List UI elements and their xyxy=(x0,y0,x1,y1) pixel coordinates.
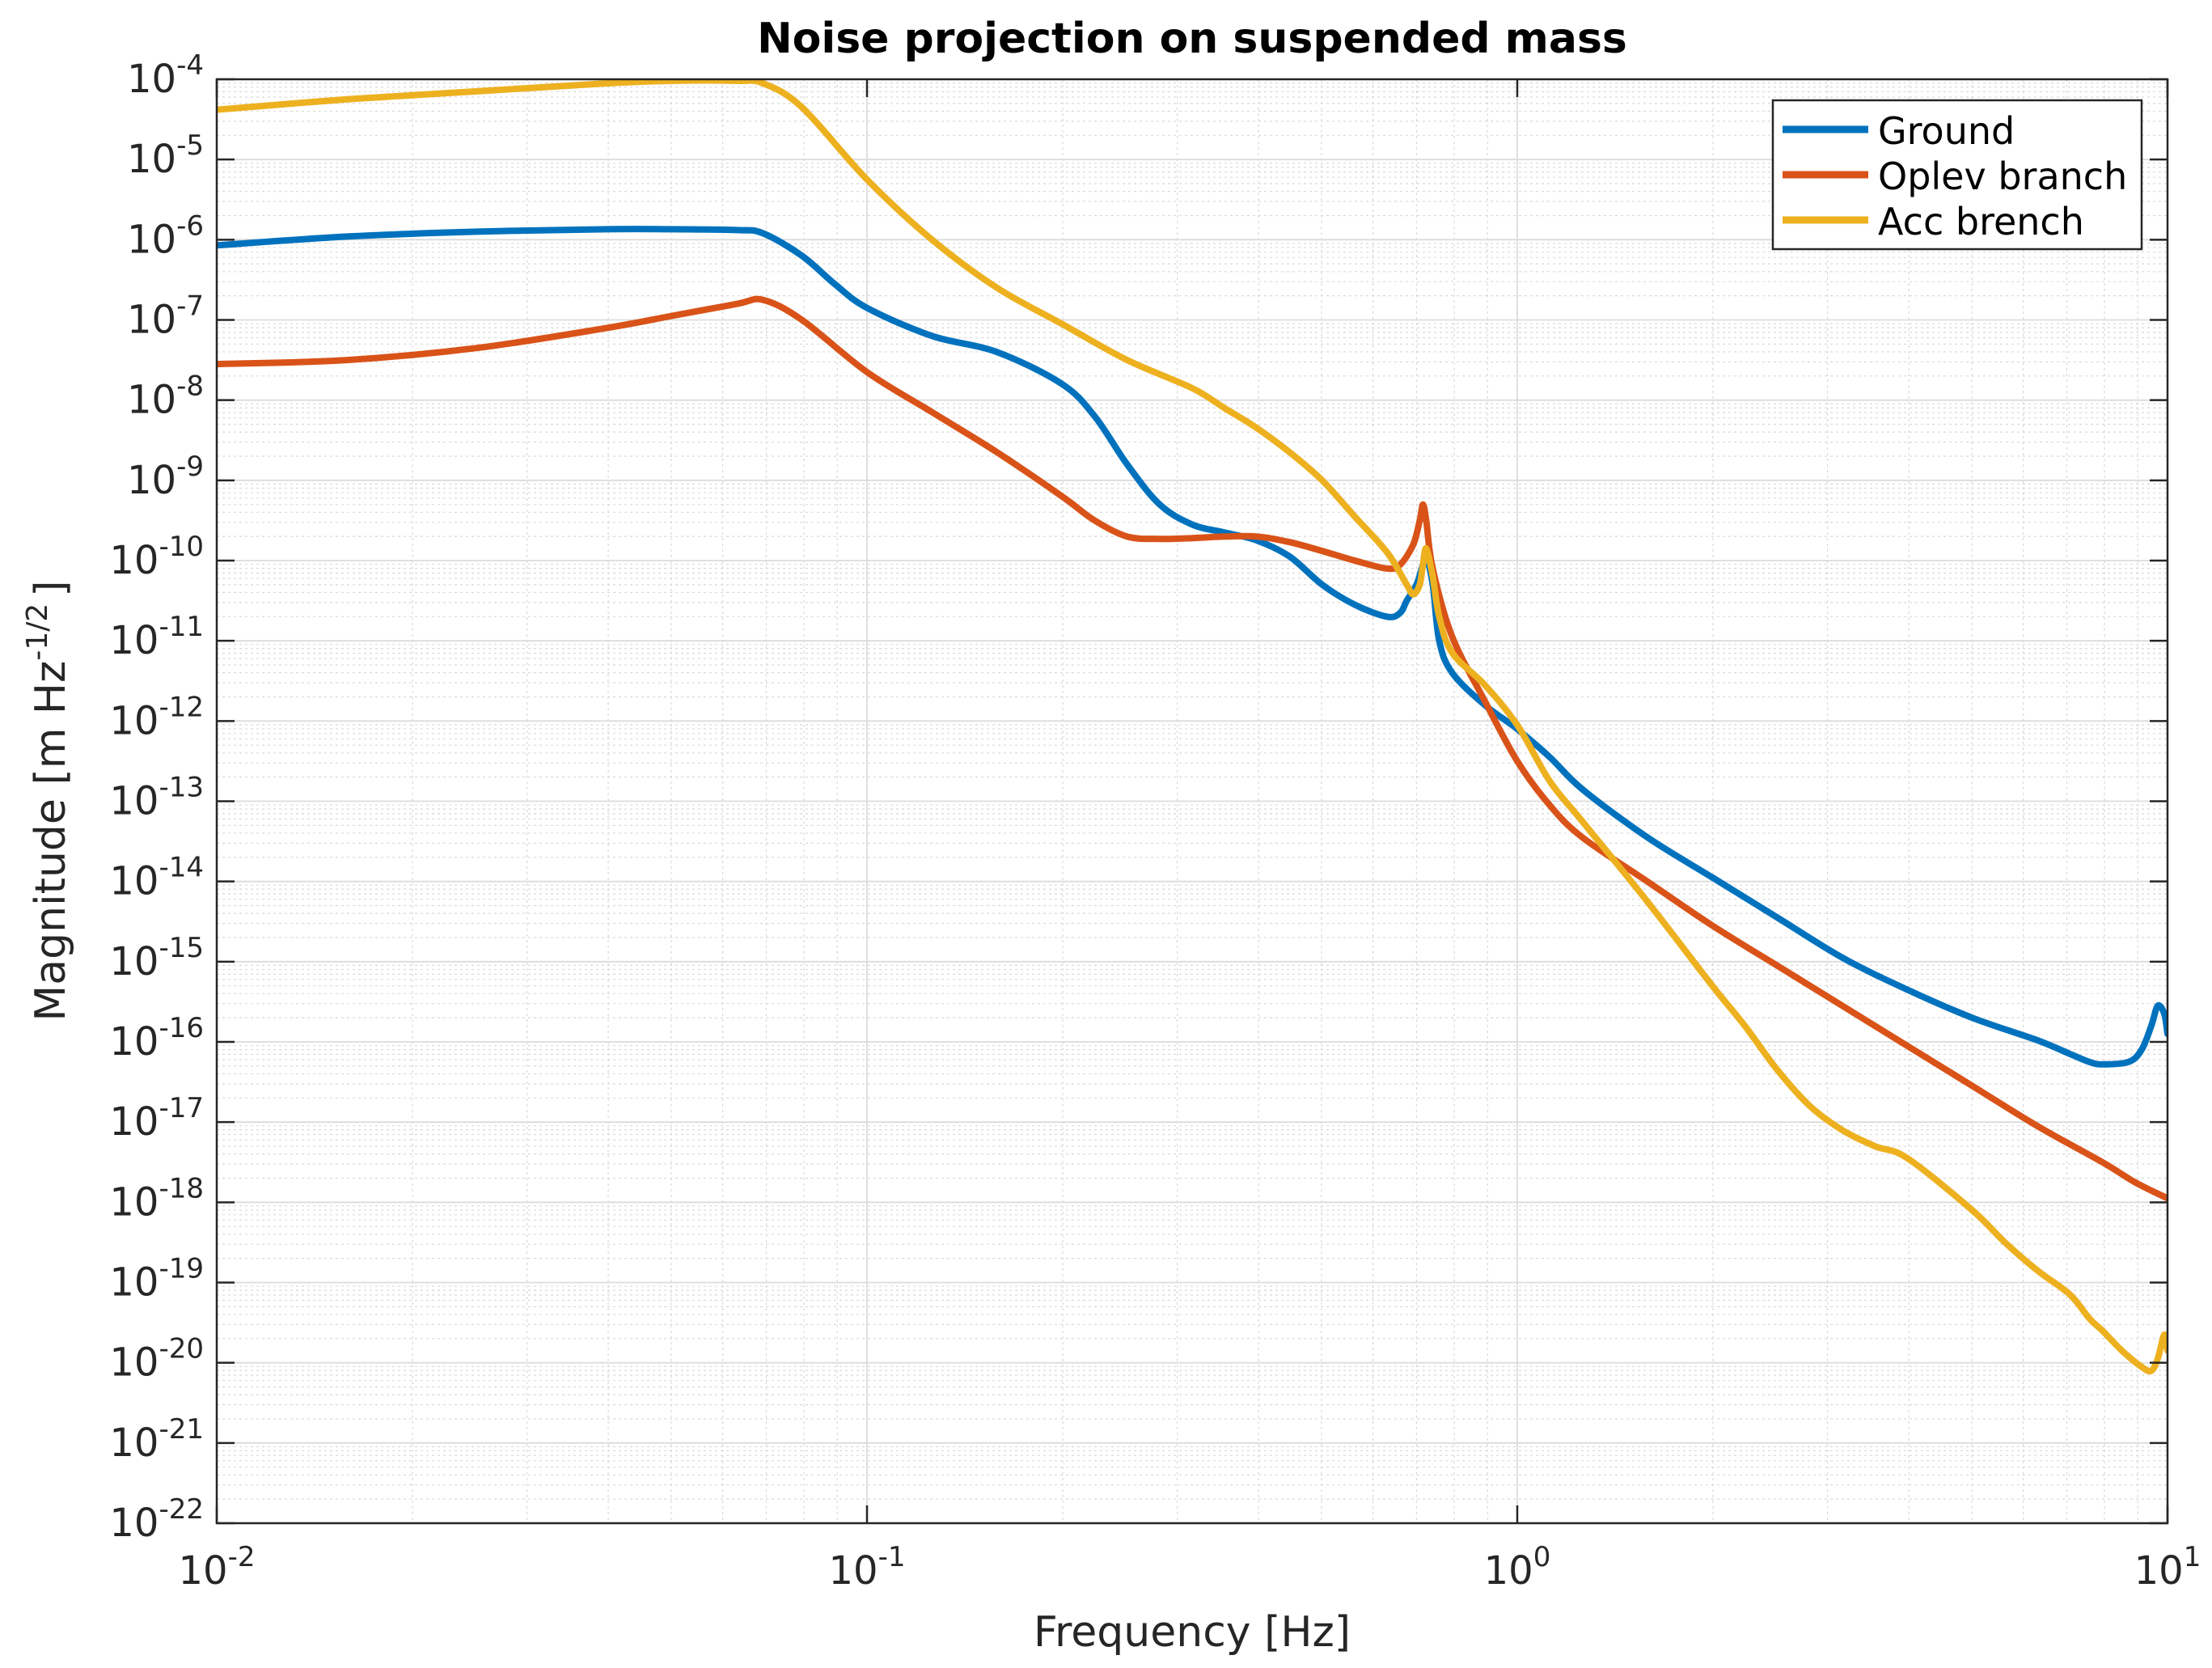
legend-label-acc: Acc brench xyxy=(1878,200,2084,243)
y-tick-label: 10-19 xyxy=(109,1253,204,1306)
series-line-oplev xyxy=(217,295,2168,1202)
y-tick-label: 10-7 xyxy=(127,290,204,343)
y-tick-label: 10-16 xyxy=(109,1012,204,1065)
y-tick-label: 10-20 xyxy=(109,1333,204,1386)
series-line-acc xyxy=(217,79,2168,1375)
series-layer xyxy=(217,79,2168,1375)
x-tick-label: 100 xyxy=(1484,1541,1551,1594)
y-tick-label: 10-22 xyxy=(109,1493,204,1546)
x-tick-labels: 10-2 10-1 100 101 xyxy=(179,1541,2201,1594)
legend-label-ground: Ground xyxy=(1878,109,2015,153)
y-axis-label-prefix: Magnitude [m Hz xyxy=(27,661,75,1022)
legend[interactable]: Ground Oplev branch Acc brench xyxy=(1771,99,2143,251)
x-tick-label: 101 xyxy=(2134,1541,2201,1594)
y-tick-labels: 10-4 10-5 10-6 10-7 10-8 10-9 10-10 10-11 10-12 1… xyxy=(109,49,204,1546)
x-tick-label: 10-2 xyxy=(179,1541,256,1594)
y-tick-label: 10-4 xyxy=(127,49,204,102)
y-tick-label: 10-21 xyxy=(109,1413,204,1466)
y-tick-label: 10-14 xyxy=(109,852,204,904)
legend-label-oplev: Oplev branch xyxy=(1878,155,2127,198)
y-axis-label: Magnitude [m Hz-1/2] xyxy=(21,580,75,1021)
y-tick-label: 10-11 xyxy=(109,611,204,663)
y-tick-label: 10-10 xyxy=(109,531,204,583)
x-axis-label: Frequency [Hz] xyxy=(1034,1608,1351,1657)
y-tick-label: 10-17 xyxy=(109,1092,204,1145)
y-tick-label: 10-9 xyxy=(127,451,204,503)
y-tick-label: 10-13 xyxy=(109,772,204,824)
y-axis-label-superscript: -1/2 xyxy=(21,603,54,661)
y-tick-label: 10-6 xyxy=(127,210,204,262)
y-axis-label-suffix: ] xyxy=(27,580,75,596)
tick-marks xyxy=(215,78,2169,1525)
y-tick-label: 10-18 xyxy=(109,1172,204,1225)
y-tick-label: 10-5 xyxy=(127,129,204,182)
y-tick-label: 10-8 xyxy=(127,370,204,423)
chart-title: Noise projection on suspended mass xyxy=(757,15,1627,63)
y-tick-label: 10-12 xyxy=(109,691,204,743)
y-tick-label: 10-15 xyxy=(109,932,204,984)
x-tick-label: 10-1 xyxy=(829,1541,906,1594)
